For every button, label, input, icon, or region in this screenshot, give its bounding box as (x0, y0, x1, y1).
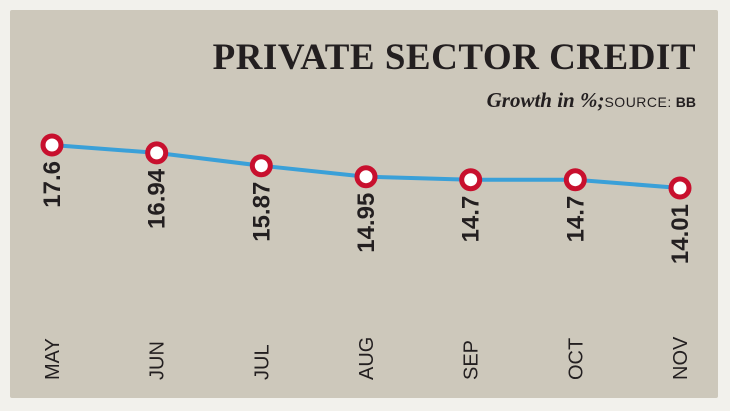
marker-layer (40, 133, 692, 200)
data-point-marker (563, 168, 587, 192)
x-tick-label: JUL (251, 344, 273, 380)
data-label: 17.6 (39, 161, 66, 208)
x-tick-label: NOV (670, 336, 692, 380)
data-label: 14.7 (458, 196, 485, 243)
data-point-marker (249, 154, 273, 178)
data-label: 16.94 (144, 168, 171, 229)
x-tick-label: OCT (565, 338, 587, 380)
data-label: 14.7 (562, 196, 589, 243)
x-tick-layer: MAY JUN JUL AUG SEP OCT NOV (42, 336, 692, 380)
data-label: 14.95 (353, 193, 380, 253)
source-label: SOURCE: (604, 94, 672, 110)
x-tick-label: AUG (356, 337, 378, 380)
subtitle-growth: Growth in %; (486, 88, 605, 112)
x-tick-label: MAY (42, 338, 64, 380)
data-point-marker (145, 141, 169, 165)
data-label: 15.87 (248, 182, 275, 242)
data-point-marker (668, 176, 692, 200)
chart-subtitle: Growth in %;SOURCE: BB (487, 88, 696, 113)
x-tick-label: JUN (147, 341, 169, 380)
data-label-layer: 17.6 16.94 15.87 14.95 14.7 14.7 14.01 (39, 161, 694, 264)
data-point-marker (354, 165, 378, 189)
x-tick-label: SEP (461, 340, 483, 380)
chart-panel (10, 10, 718, 398)
data-point-marker (40, 133, 64, 157)
data-label: 14.01 (667, 204, 694, 264)
data-point-marker (459, 168, 483, 192)
source-value: BB (675, 94, 696, 110)
chart-title: PRIVATE SECTOR CREDIT (212, 37, 696, 78)
